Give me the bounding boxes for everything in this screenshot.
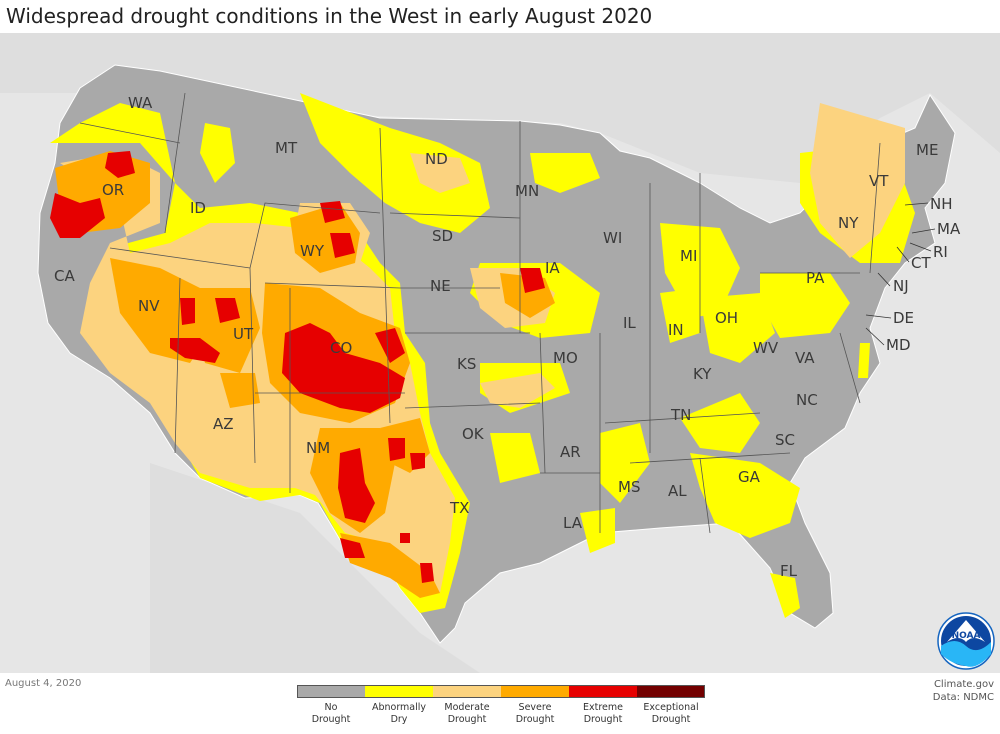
state-label-mt: MT	[275, 139, 298, 157]
legend-swatch	[297, 685, 365, 698]
state-label-md: MD	[886, 336, 911, 354]
legend-swatch	[433, 685, 501, 698]
state-label-nv: NV	[138, 297, 160, 315]
state-label-va: VA	[795, 349, 815, 367]
state-label-az: AZ	[213, 415, 234, 433]
legend-item-exceptional-drought: Exceptional Drought	[637, 685, 705, 726]
legend-label: Severe Drought	[515, 702, 555, 725]
noaa-logo: NOAA	[937, 612, 995, 674]
state-label-in: IN	[668, 321, 684, 339]
legend-item-severe-drought: Severe Drought	[501, 685, 569, 726]
state-label-sd: SD	[432, 227, 453, 245]
state-label-co: CO	[330, 339, 352, 357]
state-label-wa: WA	[128, 94, 153, 112]
legend-item-extreme-drought: Extreme Drought	[569, 685, 637, 726]
state-label-nj: NJ	[893, 277, 909, 295]
state-label-nc: NC	[796, 391, 818, 409]
state-label-ct: CT	[911, 254, 931, 272]
legend-item-moderate-drought: Moderate Drought	[433, 685, 501, 726]
state-label-ny: NY	[838, 214, 859, 232]
state-label-wi: WI	[603, 229, 622, 247]
state-label-mn: MN	[515, 182, 539, 200]
state-label-ok: OK	[462, 425, 485, 443]
legend-label: Moderate Drought	[444, 702, 490, 725]
drought-extreme	[50, 151, 545, 583]
state-label-tx: TX	[449, 499, 469, 517]
state-label-mo: MO	[553, 349, 578, 367]
state-label-ga: GA	[738, 468, 761, 486]
legend-label: Extreme Drought	[583, 702, 623, 725]
legend-swatch	[637, 685, 705, 698]
state-label-ri: RI	[933, 243, 948, 261]
canada-region	[0, 33, 1000, 183]
legend-label: Abnormally Dry	[371, 702, 427, 725]
state-label-nm: NM	[306, 439, 330, 457]
state-label-al: AL	[668, 482, 687, 500]
state-label-ut: UT	[233, 325, 254, 343]
state-label-ma: MA	[937, 220, 961, 238]
map-date: August 4, 2020	[5, 678, 82, 689]
state-label-mi: MI	[680, 247, 697, 265]
state-label-me: ME	[916, 141, 938, 159]
state-label-sc: SC	[775, 431, 795, 449]
legend-label: Exceptional Drought	[643, 702, 699, 725]
state-label-nd: ND	[425, 150, 448, 168]
state-label-tn: TN	[670, 406, 691, 424]
legend: No Drought Abnormally Dry Moderate Droug…	[297, 685, 705, 726]
state-label-wy: WY	[300, 242, 325, 260]
state-label-il: IL	[623, 314, 636, 332]
credits: Climate.gov Data: NDMC	[933, 678, 994, 704]
state-label-or: OR	[102, 181, 124, 199]
page-title: Widespread drought conditions in the Wes…	[6, 4, 653, 28]
legend-swatch	[569, 685, 637, 698]
state-label-de: DE	[893, 309, 914, 327]
state-label-oh: OH	[715, 309, 738, 327]
label-leader-lines	[865, 202, 936, 346]
legend-item-no-drought: No Drought	[297, 685, 365, 726]
drought-map-svg: WA OR CA ID NV MT WY UT AZ CO NM ND SD N…	[0, 33, 1000, 673]
credit-data-source: Data: NDMC	[932, 692, 994, 703]
drought-map: WA OR CA ID NV MT WY UT AZ CO NM ND SD N…	[0, 33, 1000, 673]
legend-swatch	[501, 685, 569, 698]
mexico-region	[150, 463, 480, 673]
legend-label: No Drought	[311, 702, 351, 725]
state-label-nh: NH	[930, 195, 953, 213]
state-label-ms: MS	[618, 478, 640, 496]
state-label-la: LA	[563, 514, 583, 532]
state-label-ne: NE	[430, 277, 451, 295]
state-label-vt: VT	[869, 172, 889, 190]
state-label-fl: FL	[780, 562, 798, 580]
state-label-wv: WV	[753, 339, 779, 357]
state-label-ia: IA	[545, 259, 560, 277]
state-labels: WA OR CA ID NV MT WY UT AZ CO NM ND SD N…	[54, 94, 961, 580]
state-label-ky: KY	[693, 365, 712, 383]
state-label-pa: PA	[806, 269, 825, 287]
state-label-id: ID	[190, 199, 206, 217]
legend-item-abnormally-dry: Abnormally Dry	[365, 685, 433, 726]
state-label-ca: CA	[54, 267, 75, 285]
state-label-ar: AR	[560, 443, 581, 461]
state-borders	[79, 92, 881, 534]
state-label-ks: KS	[457, 355, 476, 373]
legend-swatch	[365, 685, 433, 698]
noaa-logo-text: NOAA	[952, 631, 981, 641]
credit-site: Climate.gov	[933, 679, 994, 690]
